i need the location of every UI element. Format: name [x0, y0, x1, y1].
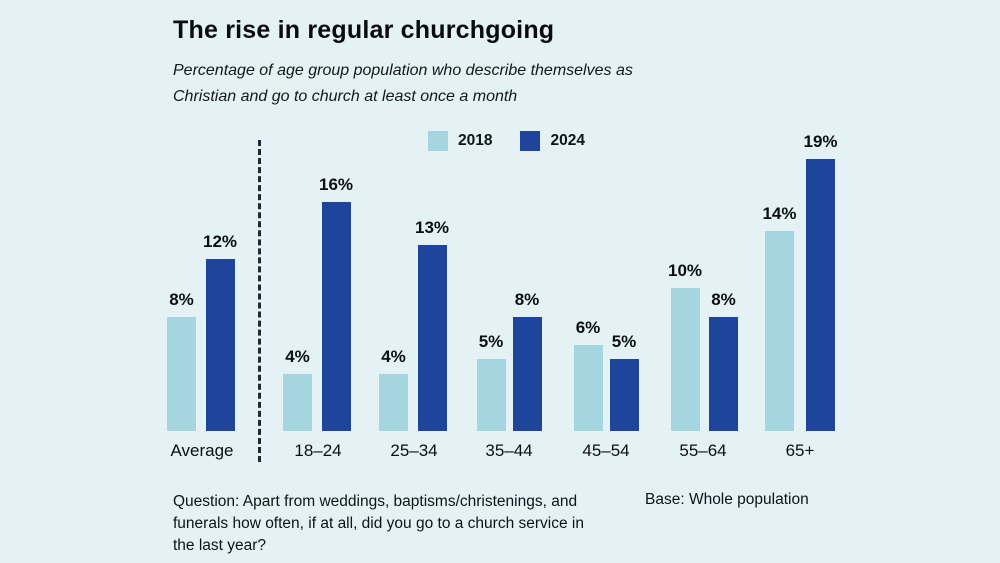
chart-legend: 2018 2024	[428, 131, 585, 151]
bar-column-2018: 5%	[476, 332, 506, 431]
legend-label-2024: 2024	[550, 132, 585, 149]
bar-column-2018: 6%	[573, 318, 603, 431]
bar-column-2018: 4%	[378, 347, 408, 431]
category-label: Average	[170, 441, 234, 460]
category-label: 35–44	[485, 441, 533, 460]
bar-2018	[476, 359, 506, 431]
bar-2018	[166, 317, 196, 431]
category-label: 45–54	[582, 441, 630, 460]
category-label: 18–24	[294, 441, 342, 460]
bar-column-2024: 13%	[415, 218, 449, 431]
bar-2024	[609, 359, 639, 431]
bar-column-2024: 19%	[804, 132, 838, 431]
category-label: 65+	[785, 441, 815, 460]
bar-group-35-44: 5% 8% 35–44	[473, 290, 545, 460]
chart-subtitle: Percentage of age group population who d…	[173, 62, 633, 105]
bar-group-18-24: 4% 16% 18–24	[282, 175, 354, 460]
category-label: 25–34	[390, 441, 438, 460]
bar-2024	[709, 317, 739, 431]
value-label-2018: 4%	[381, 347, 406, 366]
value-label-2018: 4%	[285, 347, 310, 366]
bar-column-2024: 8%	[512, 290, 542, 431]
bar-column-2024: 8%	[709, 290, 739, 431]
question-footnote: Question: Apart from weddings, baptisms/…	[173, 493, 584, 554]
bar-group-55-64: 10% 8% 55–64	[667, 261, 739, 460]
bar-group-45-54: 6% 5% 45–54	[570, 318, 642, 460]
value-label-2024: 5%	[611, 332, 637, 351]
bar-column-2024: 12%	[203, 232, 237, 431]
legend-label-2018: 2018	[458, 132, 493, 149]
value-label-2018: 10%	[667, 261, 703, 280]
legend-swatch-2024	[520, 131, 541, 151]
bar-column-2018: 14%	[762, 204, 797, 431]
legend-item-2024: 2024	[520, 131, 585, 151]
bar-2024	[205, 259, 235, 431]
bar-2018	[282, 374, 312, 431]
value-label-2018: 8%	[169, 290, 194, 309]
legend-item-2018: 2018	[428, 131, 492, 151]
bar-group-average: 8% 12% Average	[166, 232, 238, 460]
bar-column-2018: 10%	[668, 261, 702, 431]
bar-2024	[417, 245, 447, 431]
bar-group-25-34: 4% 13% 25–34	[378, 218, 450, 460]
bar-2024	[321, 202, 351, 431]
bar-group-65+: 14% 19% 65+	[762, 132, 838, 460]
bar-2024	[806, 159, 836, 431]
base-note: Base: Whole population	[645, 491, 809, 508]
value-label-2024: 13%	[414, 218, 450, 237]
value-label-2024: 19%	[803, 132, 838, 151]
bar-column-2024: 5%	[609, 332, 639, 431]
bar-column-2018: 8%	[166, 290, 196, 431]
value-label-2018: 6%	[575, 318, 601, 337]
bar-2018	[670, 288, 700, 431]
value-label-2024: 8%	[711, 290, 736, 309]
value-label-2024: 12%	[202, 232, 238, 251]
chart-title: The rise in regular churchgoing	[173, 16, 555, 44]
bar-2018	[764, 231, 794, 431]
value-label-2024: 8%	[514, 290, 540, 309]
category-label: 55–64	[679, 441, 727, 460]
value-label-2018: 5%	[478, 332, 504, 351]
bar-column-2024: 16%	[319, 175, 353, 431]
average-separator-line	[258, 140, 261, 462]
bar-column-2018: 4%	[282, 347, 312, 431]
value-label-2024: 16%	[318, 175, 354, 194]
bar-2024	[512, 317, 542, 431]
value-label-2018: 14%	[762, 204, 797, 223]
bar-2018	[378, 374, 408, 431]
legend-swatch-2018	[428, 131, 448, 151]
bar-2018	[573, 345, 603, 431]
